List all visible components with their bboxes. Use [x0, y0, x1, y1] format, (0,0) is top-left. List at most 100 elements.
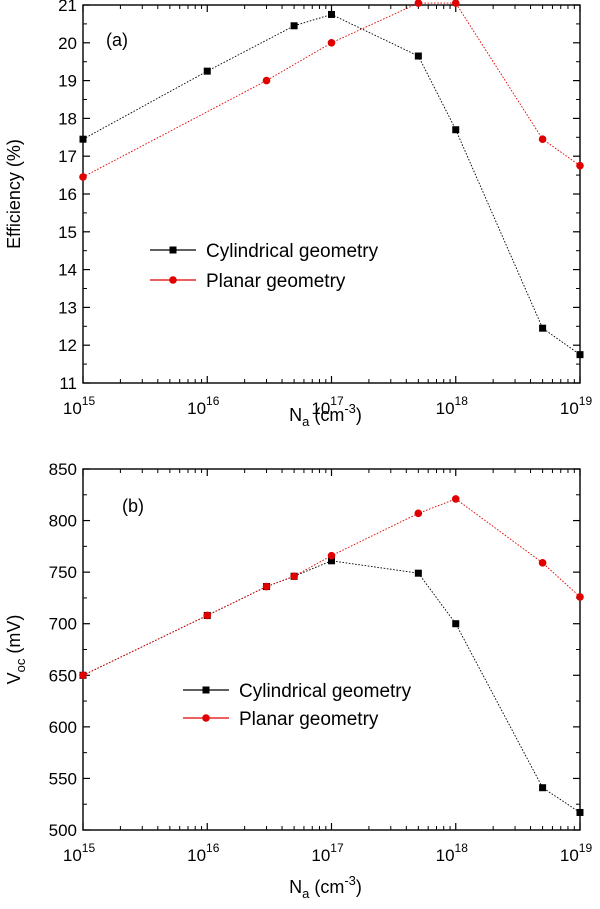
y-tick-label: 20	[58, 34, 77, 53]
x-tick-base: 10	[63, 846, 82, 865]
data-point-planar	[327, 551, 336, 560]
x-tick-label: 1015	[63, 841, 96, 865]
data-point-cylindrical	[203, 67, 211, 75]
y-tick-label: 800	[49, 512, 77, 531]
legend-marker	[202, 686, 210, 694]
data-point-planar	[538, 135, 547, 143]
x-tick-base: 10	[63, 399, 82, 418]
x-tick-exponent: 18	[455, 841, 469, 855]
y-axis-label: Efficiency (%)	[4, 139, 24, 249]
y-tick-label: 16	[58, 185, 77, 204]
y-tick-label: 13	[58, 298, 77, 317]
y-label-unit: (mV)	[4, 615, 24, 659]
data-point-planar	[327, 39, 336, 47]
series-line-cylindrical	[82, 13, 581, 356]
x-tick-label: 1019	[560, 841, 593, 865]
x-tick-base: 10	[560, 846, 579, 865]
data-point-planar	[262, 76, 271, 85]
data-point-cylindrical	[452, 126, 460, 134]
data-point-planar	[538, 559, 547, 567]
x-tick-exponent: 15	[82, 394, 96, 408]
y-tick-label: 11	[59, 374, 77, 393]
data-point-planar	[203, 611, 212, 620]
series-line-cylindrical	[82, 560, 581, 813]
y-tick-label: 550	[49, 769, 77, 788]
series-line-planar	[82, 498, 581, 676]
data-point-planar	[414, 509, 423, 518]
data-point-cylindrical	[576, 351, 584, 359]
legend-marker	[169, 246, 177, 254]
legend-label: Planar geometry	[206, 271, 346, 292]
x-tick-exponent: 17	[330, 841, 344, 855]
data-point-planar	[576, 593, 584, 601]
legend-marker	[202, 714, 210, 722]
x-label-base: N	[289, 877, 302, 897]
x-label-superscript: -3	[344, 401, 356, 416]
data-point-cylindrical	[328, 10, 335, 18]
legend-marker	[169, 276, 177, 284]
x-tick-base: 10	[436, 399, 455, 418]
x-label-base: N	[289, 405, 302, 425]
data-point-cylindrical	[539, 784, 547, 792]
y-tick-label: 12	[58, 336, 77, 355]
data-point-planar	[79, 173, 87, 181]
y-tick-label: 500	[49, 821, 77, 840]
panel-label: (b)	[122, 496, 144, 516]
series-line-planar	[82, 2, 581, 178]
x-tick-base: 10	[560, 399, 579, 418]
x-tick-base: 10	[311, 399, 330, 418]
data-point-cylindrical	[79, 135, 87, 143]
data-point-planar	[290, 572, 298, 581]
y-tick-label: 21	[58, 0, 77, 15]
x-tick-label: 1016	[187, 394, 220, 418]
y-tick-label: 650	[49, 666, 77, 685]
data-point-planar	[262, 582, 271, 591]
plot-frame	[82, 4, 581, 384]
x-label-unit: (cm	[309, 877, 344, 897]
y-tick-label: 700	[49, 615, 77, 634]
data-point-planar	[451, 495, 460, 503]
x-tick-exponent: 16	[206, 841, 220, 855]
data-point-planar	[414, 0, 423, 7]
x-tick-label: 1016	[187, 841, 220, 865]
data-point-cylindrical	[290, 22, 298, 30]
x-label-subscript: a	[302, 886, 310, 901]
panel-label: (a)	[106, 30, 128, 50]
x-tick-base: 10	[311, 846, 330, 865]
x-axis-label: Na (cm-3)	[289, 873, 362, 901]
y-tick-label: 14	[58, 261, 77, 280]
x-label-superscript: -3	[344, 873, 356, 888]
x-tick-label: 1017	[311, 841, 344, 865]
y-tick-label: 17	[58, 147, 77, 166]
x-tick-label: 1018	[436, 841, 469, 865]
y-tick-label: 15	[58, 223, 77, 242]
legend-label: Planar geometry	[239, 709, 379, 730]
y-tick-label: 850	[49, 460, 77, 479]
data-point-planar	[451, 0, 460, 7]
data-point-cylindrical	[414, 52, 422, 60]
x-tick-base: 10	[187, 399, 206, 418]
x-label-subscript: a	[302, 414, 310, 429]
x-tick-base: 10	[187, 846, 206, 865]
x-tick-base: 10	[436, 846, 455, 865]
x-axis-label: Na (cm-3)	[289, 401, 362, 429]
data-point-cylindrical	[576, 808, 584, 816]
data-point-planar	[79, 671, 87, 680]
x-tick-label: 1017	[311, 394, 344, 418]
data-point-cylindrical	[414, 569, 422, 577]
x-tick-label: 1018	[436, 394, 469, 418]
x-tick-exponent: 16	[206, 394, 220, 408]
y-tick-label: 19	[58, 72, 77, 91]
y-tick-label: 750	[49, 563, 77, 582]
x-tick-exponent: 19	[579, 394, 593, 408]
data-point-cylindrical	[539, 324, 547, 332]
y-label-subscript: oc	[13, 658, 28, 672]
x-label-unit: (cm	[309, 405, 344, 425]
x-tick-exponent: 15	[82, 841, 96, 855]
legend-label: Cylindrical geometry	[206, 241, 379, 262]
x-label-unit-close: )	[356, 877, 362, 897]
x-tick-label: 1019	[560, 394, 593, 418]
